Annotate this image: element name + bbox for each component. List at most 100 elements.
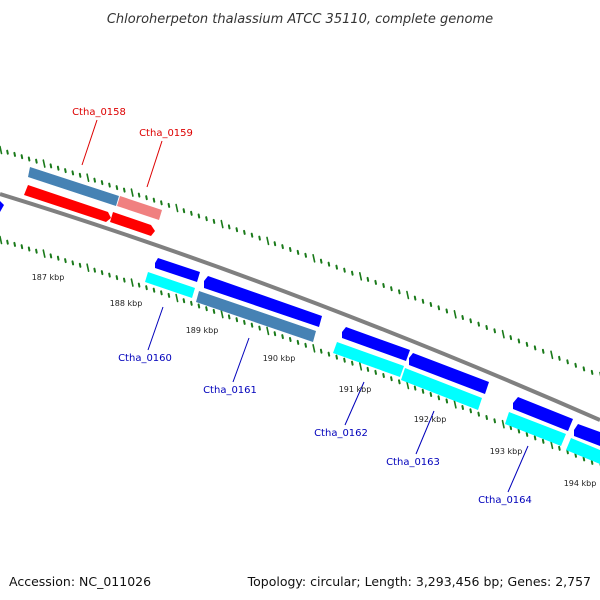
inner-track-tick — [289, 337, 292, 342]
outer-track-tick — [35, 158, 38, 164]
outer-track-tick — [406, 290, 410, 300]
outer-track-tick — [137, 192, 141, 198]
cds-offscreen-left-arrow[interactable] — [0, 201, 4, 212]
inner-track-tick — [205, 306, 208, 312]
outer-track-tick — [582, 366, 586, 372]
outer-track-tick — [115, 185, 119, 191]
reverse-features — [24, 167, 162, 236]
outer-track-tick — [130, 188, 134, 197]
cds-ctha-0164-arrow[interactable] — [513, 397, 573, 431]
inner-track-tick — [235, 317, 239, 323]
outer-track-tick — [590, 369, 594, 375]
cds-ctha-0161-arrow[interactable] — [204, 276, 322, 327]
inner-track-tick — [175, 293, 179, 303]
inner-track-tick — [582, 456, 586, 462]
leader-ctha-0164 — [507, 445, 529, 493]
inner-track-tick — [86, 263, 90, 273]
outer-track-tick — [558, 355, 561, 361]
outer-track-tick — [93, 177, 96, 183]
inner-track-tick — [351, 360, 354, 366]
outer-track-tick — [413, 295, 417, 301]
gene-ctha-0158-bar[interactable] — [28, 167, 119, 206]
cds-ctha-0158-arrow[interactable] — [24, 185, 111, 222]
gene-ctha-0164-bar[interactable] — [505, 412, 566, 446]
outer-track-tick — [167, 202, 171, 208]
inner-track-tick — [160, 290, 163, 296]
cds-ctha-0163-arrow[interactable] — [409, 353, 489, 394]
inner-track-tick — [566, 449, 569, 455]
gene-label-ctha-0159[interactable]: Ctha_0159 — [139, 128, 193, 139]
outer-track-tick — [390, 286, 393, 292]
inner-track-tick — [485, 415, 488, 420]
gene-label-ctha-0163[interactable]: Ctha_0163 — [386, 457, 440, 468]
inner-track-tick — [517, 428, 521, 434]
outer-track-tick — [205, 216, 208, 222]
gene-ctha-0160-bar[interactable] — [145, 272, 195, 298]
outer-track-tick — [453, 309, 457, 319]
inner-track-tick — [327, 351, 331, 357]
cds-ctha-0162-arrow[interactable] — [342, 327, 410, 361]
cds-ctha-0165-arrow[interactable] — [574, 424, 600, 446]
inner-track-tick — [56, 255, 60, 261]
outer-track-tick — [190, 210, 193, 216]
gene-ctha-0159-bar[interactable] — [117, 196, 162, 220]
inner-track-tick — [130, 278, 134, 287]
outer-track-tick — [227, 224, 231, 230]
inner-track-tick — [93, 267, 96, 273]
outer-track-tick — [108, 182, 111, 188]
gene-label-ctha-0164[interactable]: Ctha_0164 — [478, 495, 532, 506]
inner-track-tick — [137, 282, 141, 288]
outer-track-tick — [182, 208, 186, 214]
outer-track-tick — [100, 180, 104, 186]
inner-track-tick — [550, 440, 554, 450]
inner-track-tick — [366, 366, 370, 372]
cds-ctha-0160-arrow[interactable] — [155, 258, 200, 282]
gene-ctha-0161-bar[interactable] — [196, 291, 316, 342]
outer-track-tick — [533, 345, 537, 351]
scale-label-192: 192 kbp — [414, 415, 447, 424]
outer-track-tick — [421, 298, 425, 304]
gene-label-ctha-0161[interactable]: Ctha_0161 — [203, 385, 257, 396]
outer-track-tick — [13, 151, 16, 157]
inner-track-tick — [123, 277, 126, 283]
gene-ctha-0162-bar[interactable] — [333, 342, 404, 377]
outer-track-tick — [382, 283, 385, 288]
inner-track-tick — [558, 445, 561, 451]
outer-track-tick — [398, 289, 401, 295]
outer-track-tick — [20, 154, 24, 160]
outer-track-tick — [501, 329, 505, 339]
inner-track-tick — [437, 395, 441, 401]
genome-summary-text: Topology: circular; Length: 3,293,456 bp… — [247, 574, 591, 589]
outer-track-tick — [550, 350, 554, 360]
gene-labels: Ctha_0158 Ctha_0159 Ctha_0160 Ctha_0161 … — [72, 107, 532, 506]
gene-ctha-0163-bar[interactable] — [401, 368, 482, 410]
inner-track-tick — [421, 388, 425, 394]
outer-track-tick — [243, 229, 246, 235]
inner-track-tick — [182, 298, 186, 304]
leader-ctha-0161 — [232, 337, 250, 383]
inner-track-tick — [312, 343, 316, 353]
inner-track-tick — [281, 334, 284, 340]
outer-track-tick — [296, 249, 300, 255]
gene-label-ctha-0162[interactable]: Ctha_0162 — [314, 428, 368, 439]
outer-track-tick — [71, 170, 75, 176]
cds-ctha-0159-arrow[interactable] — [110, 212, 155, 236]
inner-track-tick — [220, 309, 224, 319]
outer-track-tick — [250, 232, 254, 238]
outer-track-tick — [312, 254, 316, 263]
inner-track-tick — [533, 435, 537, 441]
outer-track-tick — [212, 218, 216, 224]
gene-label-ctha-0158[interactable]: Ctha_0158 — [72, 107, 126, 118]
scale-label-188: 188 kbp — [110, 299, 143, 308]
outer-track-tick — [175, 203, 179, 213]
outer-track-tick — [477, 321, 480, 327]
leader-ctha-0158 — [81, 119, 98, 166]
outer-track-tick — [42, 159, 46, 168]
accession-text: Accession: NC_011026 — [9, 574, 151, 589]
inner-track-tick — [273, 331, 277, 337]
gene-label-ctha-0160[interactable]: Ctha_0160 — [118, 353, 172, 364]
gene-ctha-0165-bar[interactable] — [566, 438, 600, 464]
outer-track-tick — [78, 172, 82, 178]
scale-label-189: 189 kbp — [186, 326, 219, 335]
